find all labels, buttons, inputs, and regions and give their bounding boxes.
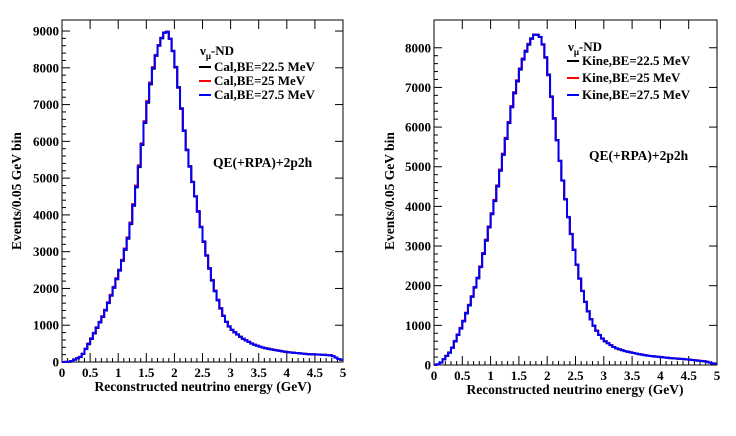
right-x-tick-label: 3 [601,368,608,383]
right-y-ticks: 0 1000 2000 3000 4000 5000 6000 7000 8000 [405,40,717,373]
left-x-tick-label: 5 [340,365,347,380]
left-y-tick-label: 1000 [33,318,59,333]
left-x-ticks: 0 0.5 1 1.5 2 2.5 3 3.5 4 4.5 5 [59,20,347,380]
left-annotation: QE(+RPA)+2p2h [213,155,313,170]
left-x-tick-label: 3.5 [251,365,268,380]
right-x-tick-label: 4 [657,368,664,383]
left-legend-label-2: Cal,BE=27.5 MeV [214,87,316,102]
right-y-tick-label: 8000 [405,40,431,55]
left-x-tick-label: 0.5 [82,365,99,380]
left-x-tick-label: 4 [284,365,291,380]
right-legend-label-0: Kine,BE=22.5 MeV [582,53,691,68]
right-y-tick-label: 1000 [405,318,431,333]
left-x-tick-label: 4.5 [307,365,324,380]
left-legend: Cal,BE=22.5 MeV Cal,BE=25 MeV Cal,BE=27.… [199,59,316,102]
left-series-line-2 [62,30,343,363]
left-y-tick-label: 9000 [33,24,59,39]
right-x-tick-label: 1 [487,368,494,383]
right-series-line-2 [434,33,717,366]
left-y-tick-label: 4000 [33,207,59,222]
right-legend-label-2: Kine,BE=27.5 MeV [582,87,691,102]
left-y-tick-label: 0 [53,355,60,370]
right-x-tick-label: 2.5 [567,368,584,383]
right-x-tick-label: 2 [544,368,551,383]
left-y-tick-label: 3000 [33,244,59,259]
right-x-tick-label: 1.5 [511,368,528,383]
right-x-tick-label: 0.5 [454,368,471,383]
left-x-tick-label: 1 [115,365,122,380]
right-y-tick-label: 0 [425,358,432,373]
right-y-axis-title: Events/0.05 GeV bin [382,132,397,250]
right-series-group [434,33,717,366]
left-y-ticks: 0 1000 2000 3000 4000 5000 6000 7000 8000 9000 [33,24,343,370]
left-y-tick-label: 6000 [33,134,59,149]
right-y-tick-label: 2000 [405,278,431,293]
right-legend-label-1: Kine,BE=25 MeV [582,70,681,85]
right-x-axis-title: Reconstructed neutrino energy (GeV) [466,382,683,397]
left-x-tick-label: 2 [171,365,178,380]
left-x-axis-title: Reconstructed neutrino energy (GeV) [94,379,311,394]
right-annotation: QE(+RPA)+2p2h [589,148,689,163]
right-y-tick-label: 6000 [405,120,431,135]
right-x-tick-label: 4.5 [681,368,698,383]
left-y-tick-label: 2000 [33,281,59,296]
left-x-tick-label: 3 [227,365,234,380]
left-legend-label-0: Cal,BE=22.5 MeV [214,59,316,74]
right-y-tick-label: 5000 [405,159,431,174]
left-legend-label-1: Cal,BE=25 MeV [214,73,306,88]
left-x-tick-label: 2.5 [194,365,211,380]
left-x-tick-label: 0 [59,365,66,380]
right-x-tick-label: 3.5 [624,368,641,383]
right-y-tick-label: 4000 [405,199,431,214]
left-y-tick-label: 8000 [33,60,59,75]
left-y-axis-title: Events/0.05 GeV bin [9,132,24,250]
right-y-tick-label: 3000 [405,239,431,254]
right-x-tick-label: 5 [714,368,721,383]
right-legend: Kine,BE=22.5 MeV Kine,BE=25 MeV Kine,BE=… [567,53,691,102]
left-series-group [62,30,343,363]
right-x-tick-label: 0 [431,368,438,383]
right-x-ticks: 0 0.5 1 1.5 2 2.5 3 3.5 4 4.5 5 [431,20,721,383]
left-x-tick-label: 1.5 [138,365,155,380]
left-y-tick-label: 7000 [33,97,59,112]
right-chart-panel: 0 1000 2000 3000 4000 5000 6000 7000 8000 0 0.5 1 1… [382,19,721,397]
right-y-tick-label: 7000 [405,80,431,95]
left-y-tick-label: 5000 [33,171,59,186]
